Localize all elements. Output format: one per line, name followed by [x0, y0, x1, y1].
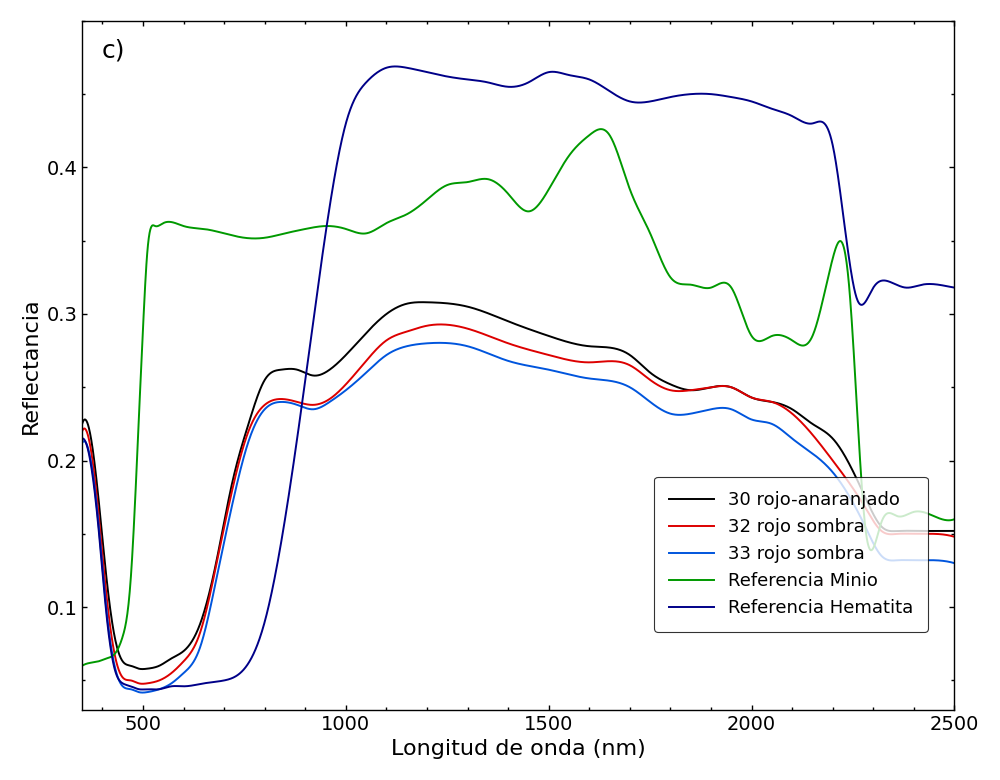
30 rojo-anaranjado	[278, 364, 290, 374]
32 rojo sombra	[892, 529, 904, 538]
32 rojo sombra	[850, 488, 862, 498]
Line: 33 rojo sombra: 33 rojo sombra	[82, 343, 954, 693]
33 rojo sombra	[76, 438, 88, 448]
32 rojo sombra	[434, 320, 446, 329]
Referencia Hematita	[691, 89, 703, 98]
30 rojo-anaranjado	[948, 526, 960, 536]
Line: Referencia Minio: Referencia Minio	[82, 129, 954, 666]
30 rojo-anaranjado	[850, 473, 862, 482]
Referencia Hematita	[278, 518, 290, 527]
30 rojo-anaranjado	[892, 526, 904, 536]
30 rojo-anaranjado	[691, 385, 703, 395]
Referencia Minio	[278, 229, 290, 238]
Legend: 30 rojo-anaranjado, 32 rojo sombra, 33 rojo sombra, Referencia Minio, Referencia: 30 rojo-anaranjado, 32 rojo sombra, 33 r…	[654, 477, 928, 632]
Referencia Minio	[891, 512, 903, 521]
Line: Referencia Hematita: Referencia Hematita	[82, 66, 954, 690]
32 rojo sombra	[947, 532, 959, 541]
30 rojo-anaranjado	[947, 526, 959, 536]
33 rojo sombra	[136, 688, 148, 697]
X-axis label: Longitud de onda (nm): Longitud de onda (nm)	[391, 739, 646, 759]
32 rojo sombra	[136, 679, 148, 689]
Referencia Minio	[76, 661, 88, 671]
33 rojo sombra	[691, 408, 703, 417]
Referencia Hematita	[389, 62, 401, 71]
Referencia Minio	[691, 282, 703, 291]
Referencia Minio	[595, 125, 607, 134]
Referencia Hematita	[850, 292, 862, 301]
Referencia Minio	[626, 191, 638, 200]
33 rojo sombra	[948, 558, 960, 568]
Line: 30 rojo-anaranjado: 30 rojo-anaranjado	[82, 302, 954, 669]
Referencia Hematita	[947, 282, 959, 292]
Referencia Hematita	[892, 281, 904, 290]
30 rojo-anaranjado	[627, 353, 639, 362]
Referencia Hematita	[136, 685, 148, 694]
32 rojo sombra	[948, 532, 960, 541]
Referencia Minio	[947, 515, 959, 524]
Referencia Minio	[850, 381, 862, 391]
33 rojo sombra	[278, 397, 290, 406]
33 rojo sombra	[947, 558, 959, 568]
Referencia Minio	[948, 515, 960, 524]
30 rojo-anaranjado	[416, 297, 428, 307]
Referencia Hematita	[627, 98, 639, 107]
32 rojo sombra	[627, 362, 639, 371]
Referencia Hematita	[948, 283, 960, 292]
33 rojo sombra	[433, 339, 445, 348]
Referencia Hematita	[76, 434, 88, 443]
32 rojo sombra	[691, 385, 703, 394]
Y-axis label: Reflectancia: Reflectancia	[21, 297, 41, 434]
30 rojo-anaranjado	[76, 419, 88, 428]
32 rojo sombra	[278, 395, 290, 404]
33 rojo sombra	[892, 555, 904, 565]
32 rojo sombra	[76, 427, 88, 436]
33 rojo sombra	[850, 504, 862, 513]
33 rojo sombra	[627, 385, 639, 394]
Line: 32 rojo sombra: 32 rojo sombra	[82, 324, 954, 684]
Text: c): c)	[101, 38, 125, 62]
30 rojo-anaranjado	[136, 665, 148, 674]
